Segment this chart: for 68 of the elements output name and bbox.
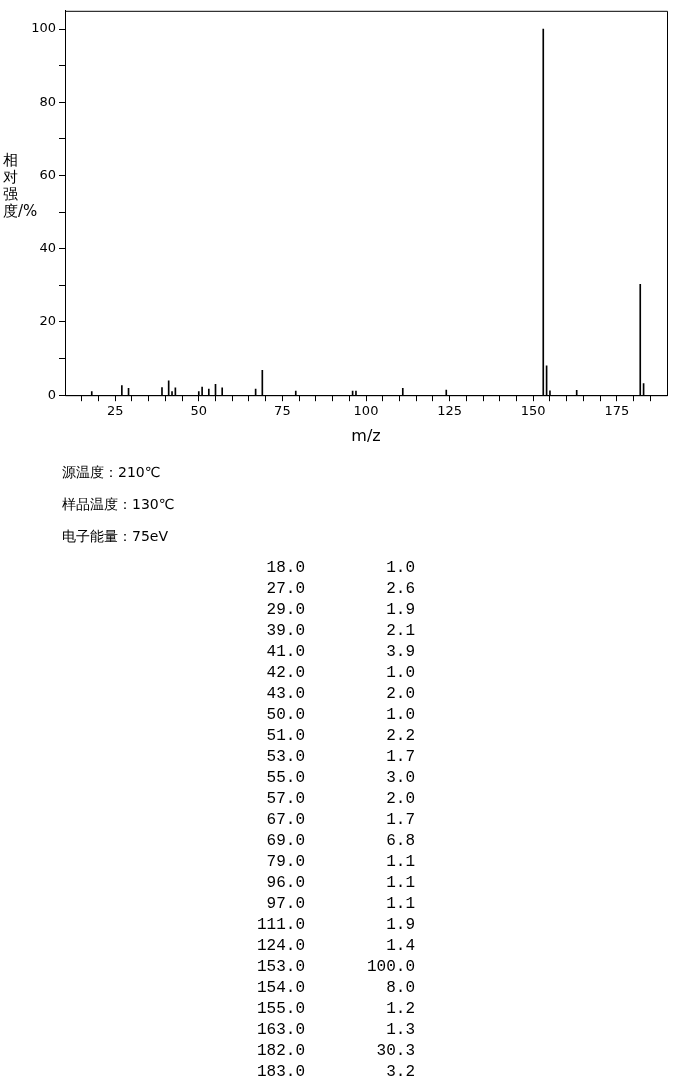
text: 1.1	[386, 853, 415, 871]
text: 1.9	[386, 916, 415, 934]
text: 3.9	[386, 643, 415, 661]
category-label: 18.0	[265, 558, 305, 579]
category-label: 41.0	[265, 642, 305, 663]
text: 电子能量：75eV	[62, 527, 169, 546]
text: 1.3	[386, 1021, 415, 1039]
x-tick-label: 175	[604, 403, 630, 419]
category-label: 111.0	[256, 915, 305, 936]
category-label: 27.0	[265, 579, 305, 600]
category-label: 51.0	[265, 726, 305, 747]
text: 1.7	[386, 748, 415, 766]
category-label: 79.0	[265, 852, 305, 873]
category-label: 97.0	[265, 894, 305, 915]
text: 1.1	[386, 874, 415, 892]
category-label: 69.0	[265, 831, 305, 852]
text: 3.0	[386, 769, 415, 787]
text: 2.1	[386, 622, 415, 640]
x-tick-label: 75	[274, 403, 291, 419]
category-label: 57.0	[265, 789, 305, 810]
y-tick-label: 40	[39, 240, 56, 256]
text: 样品温度：130℃	[62, 495, 176, 514]
category-label: 42.0	[265, 663, 305, 684]
text: 1.9	[386, 601, 415, 619]
category-label: 153.0	[256, 957, 305, 978]
category-label: 53.0	[265, 747, 305, 768]
text: 6.8	[386, 832, 415, 850]
text: 1.0	[386, 559, 415, 577]
text: 1.0	[386, 664, 415, 682]
text: 100.0	[366, 958, 415, 976]
category-label: 67.0	[265, 810, 305, 831]
y-tick-label: 0	[47, 386, 56, 402]
text: 3.2	[386, 1063, 415, 1077]
category-label: 55.0	[265, 768, 305, 789]
category-label: 154.0	[256, 978, 305, 999]
y-tick-label: 100	[31, 20, 56, 36]
text: 2.0	[386, 790, 415, 808]
category-label: 29.0	[265, 600, 305, 621]
text: 1.7	[386, 811, 415, 829]
text: 30.3	[376, 1042, 415, 1060]
x-tick-label: 150	[520, 403, 546, 419]
category-label: 50.0	[265, 705, 305, 726]
category-label: 183.0	[256, 1062, 305, 1077]
text: 8.0	[386, 979, 415, 997]
x-tick-label: 50	[190, 403, 208, 419]
x-axis-title: m/z	[351, 425, 381, 445]
text: 2.2	[386, 727, 415, 745]
category-label: 39.0	[265, 621, 305, 642]
y-tick-label: 60	[39, 166, 56, 182]
text: 2.0	[386, 685, 415, 703]
text: 1.0	[386, 706, 415, 724]
y-tick-label: 80	[39, 93, 56, 109]
category-label: 124.0	[256, 936, 305, 957]
category-label: 155.0	[256, 999, 305, 1020]
x-tick-label: 100	[353, 403, 379, 419]
text: 2.6	[386, 580, 415, 598]
x-tick-label: 125	[437, 403, 463, 419]
text: 1.1	[386, 895, 415, 913]
category-label: 163.0	[256, 1020, 305, 1041]
text: 源温度：210℃	[62, 463, 162, 482]
text: 1.4	[386, 937, 415, 955]
category-label: 43.0	[265, 684, 305, 705]
category-label: 96.0	[265, 873, 305, 894]
text: 1.2	[386, 1000, 415, 1018]
y-tick-label: 20	[39, 313, 56, 329]
y-axis-title: 相对强度/%	[3, 151, 38, 220]
category-label: 182.0	[256, 1041, 305, 1062]
x-tick-label: 25	[106, 403, 124, 419]
